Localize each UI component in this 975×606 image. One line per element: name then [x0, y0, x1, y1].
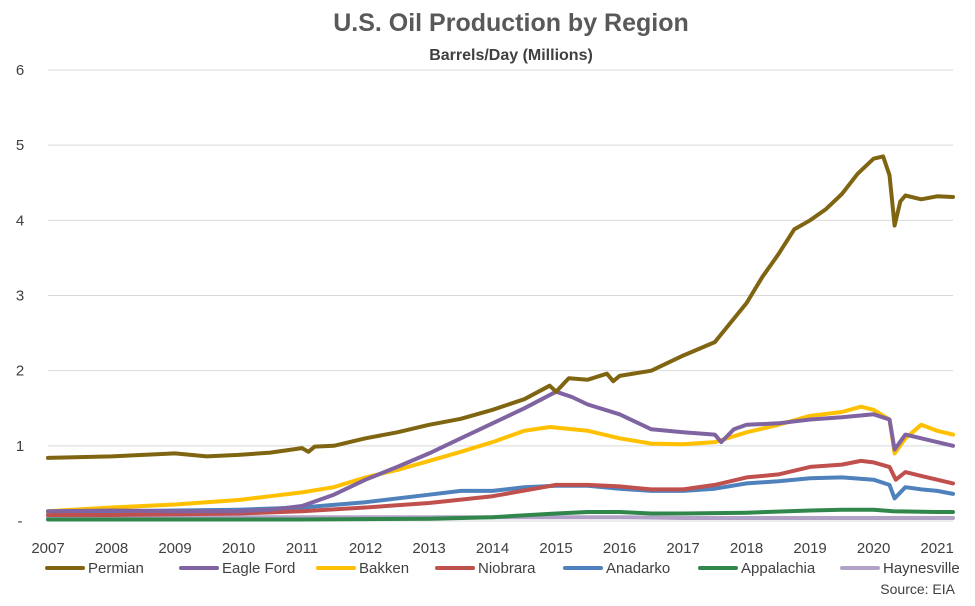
- x-tick-label: 2016: [603, 540, 636, 557]
- y-tick-label: 6: [16, 62, 24, 79]
- series-line-niobrara: [46, 458, 955, 517]
- legend-label-niobrara: Niobrara: [478, 560, 536, 577]
- series-lines: [46, 154, 955, 522]
- x-tick-label: 2011: [286, 540, 318, 557]
- chart-title: U.S. Oil Production by Region: [333, 9, 689, 37]
- y-tick-label: 1: [16, 438, 24, 455]
- series-line-appalachia: [46, 507, 955, 522]
- legend-label-bakken: Bakken: [359, 560, 409, 577]
- x-tick-label: 2012: [349, 540, 382, 557]
- x-tick-label: 2020: [857, 540, 890, 557]
- x-tick-label: 2021: [920, 540, 953, 557]
- y-tick-label: 3: [16, 288, 24, 305]
- x-tick-label: 2017: [666, 540, 699, 557]
- y-tick-label: 4: [16, 212, 24, 229]
- x-tick-label: 2010: [222, 540, 255, 557]
- y-tick-label: 2: [16, 363, 24, 380]
- chart-subtitle: Barrels/Day (Millions): [429, 47, 593, 64]
- x-tick-label: 2013: [412, 540, 445, 557]
- x-tick-label: 2009: [158, 540, 191, 557]
- legend-label-appalachia: Appalachia: [741, 560, 816, 577]
- y-tick-label: 5: [16, 137, 24, 154]
- x-tick-label: 2018: [730, 540, 763, 557]
- legend-label-haynesville: Haynesville: [883, 560, 960, 577]
- legend-label-anadarko: Anadarko: [606, 560, 670, 577]
- y-tick-label: -: [18, 513, 23, 530]
- legend: Permian Eagle Ford Bakken Niobrara Anadarko A…: [45, 560, 960, 577]
- x-axis-tick-labels: 2007 2008 2009 2010 2011 2012 2013 2014 2015 2016…: [31, 540, 953, 557]
- x-tick-label: 2014: [476, 540, 509, 557]
- x-tick-label: 2008: [95, 540, 128, 557]
- series-line-permian: [46, 154, 955, 460]
- legend-label-permian: Permian: [88, 560, 144, 577]
- y-axis-tick-labels: - 1 2 3 4 5 6: [16, 62, 24, 530]
- gridlines: [48, 69, 953, 522]
- x-tick-label: 2015: [539, 540, 572, 557]
- series-line-eagle-ford: [46, 389, 955, 514]
- x-tick-label: 2019: [793, 540, 826, 557]
- x-tick-label: 2007: [31, 540, 64, 557]
- source-note: Source: EIA: [880, 581, 955, 597]
- legend-label-eagle-ford: Eagle Ford: [222, 560, 295, 577]
